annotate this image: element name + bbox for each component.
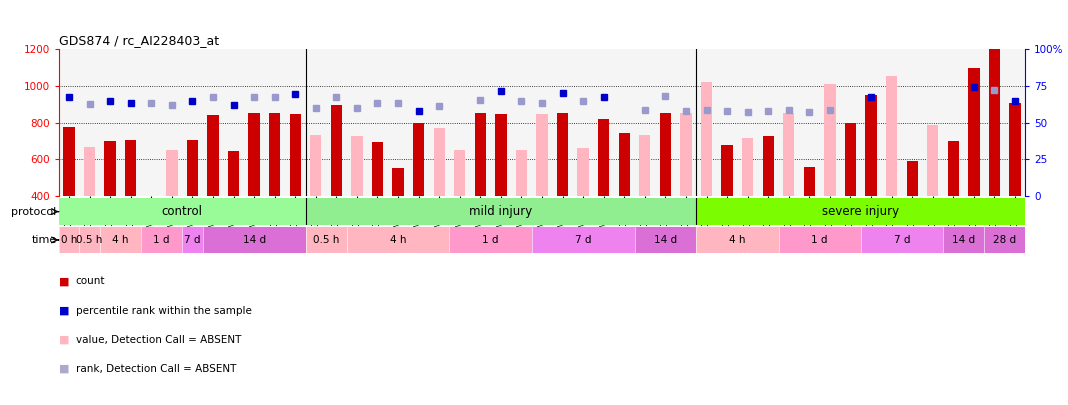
- Bar: [763, 136, 774, 196]
- Text: 7 d: 7 d: [575, 235, 592, 245]
- Text: count: count: [76, 277, 106, 286]
- Text: 0 h: 0 h: [61, 235, 77, 245]
- Bar: [227, 151, 239, 196]
- Text: protocol: protocol: [12, 207, 57, 217]
- Bar: [556, 113, 568, 196]
- Text: percentile rank within the sample: percentile rank within the sample: [76, 306, 252, 315]
- Bar: [886, 76, 897, 196]
- Bar: [865, 95, 877, 196]
- Bar: [861, 227, 943, 253]
- Text: 0.5 h: 0.5 h: [77, 235, 103, 245]
- Bar: [660, 113, 671, 196]
- Bar: [578, 148, 588, 196]
- Bar: [639, 134, 650, 196]
- Text: value, Detection Call = ABSENT: value, Detection Call = ABSENT: [76, 335, 241, 345]
- Text: 4 h: 4 h: [112, 235, 128, 245]
- Bar: [63, 127, 75, 196]
- Bar: [634, 227, 696, 253]
- Bar: [532, 227, 634, 253]
- Bar: [372, 142, 383, 196]
- Bar: [450, 227, 532, 253]
- Text: ■: ■: [59, 335, 69, 345]
- Text: severe injury: severe injury: [822, 205, 899, 218]
- Bar: [907, 161, 917, 196]
- Text: 4 h: 4 h: [729, 235, 745, 245]
- Bar: [984, 227, 1025, 253]
- Bar: [969, 68, 979, 196]
- Text: ■: ■: [59, 306, 69, 315]
- Bar: [167, 150, 177, 196]
- Text: GDS874 / rc_AI228403_at: GDS874 / rc_AI228403_at: [59, 34, 219, 47]
- Bar: [392, 168, 404, 196]
- Bar: [516, 150, 528, 196]
- Bar: [305, 227, 347, 253]
- Bar: [824, 84, 835, 196]
- Bar: [207, 115, 219, 196]
- Bar: [927, 125, 939, 196]
- Text: control: control: [161, 205, 203, 218]
- Bar: [696, 227, 779, 253]
- Bar: [1009, 103, 1021, 196]
- Text: 7 d: 7 d: [894, 235, 910, 245]
- Bar: [183, 227, 203, 253]
- Bar: [203, 227, 305, 253]
- Bar: [105, 141, 115, 196]
- Bar: [413, 124, 424, 196]
- Text: ■: ■: [59, 364, 69, 374]
- Bar: [351, 136, 362, 196]
- Text: 1 d: 1 d: [812, 235, 828, 245]
- Bar: [989, 49, 1000, 196]
- Bar: [536, 114, 548, 196]
- Text: 4 h: 4 h: [390, 235, 406, 245]
- Text: rank, Detection Call = ABSENT: rank, Detection Call = ABSENT: [76, 364, 236, 374]
- Bar: [701, 82, 712, 196]
- Bar: [947, 141, 959, 196]
- Text: 14 d: 14 d: [242, 235, 266, 245]
- Text: 7 d: 7 d: [184, 235, 201, 245]
- Bar: [310, 135, 321, 196]
- Text: time: time: [31, 235, 57, 245]
- Text: 1 d: 1 d: [483, 235, 499, 245]
- Bar: [305, 198, 696, 225]
- Bar: [100, 227, 141, 253]
- Bar: [598, 119, 610, 196]
- Bar: [804, 167, 815, 196]
- Bar: [779, 227, 861, 253]
- Bar: [141, 227, 183, 253]
- Bar: [249, 113, 260, 196]
- Bar: [84, 147, 95, 196]
- Text: 14 d: 14 d: [952, 235, 975, 245]
- Text: 14 d: 14 d: [654, 235, 677, 245]
- Bar: [454, 150, 466, 196]
- Bar: [125, 140, 137, 196]
- Bar: [331, 105, 342, 196]
- Bar: [347, 227, 450, 253]
- Bar: [187, 140, 198, 196]
- Bar: [943, 227, 984, 253]
- Bar: [618, 133, 630, 196]
- Bar: [289, 114, 301, 196]
- Text: mild injury: mild injury: [469, 205, 533, 218]
- Bar: [783, 113, 795, 196]
- Bar: [474, 113, 486, 196]
- Text: 28 d: 28 d: [993, 235, 1017, 245]
- Bar: [79, 227, 100, 253]
- Bar: [696, 198, 1025, 225]
- Bar: [496, 114, 506, 196]
- Bar: [742, 138, 753, 196]
- Bar: [680, 113, 692, 196]
- Bar: [269, 113, 280, 196]
- Text: 1 d: 1 d: [154, 235, 170, 245]
- Bar: [845, 123, 857, 196]
- Bar: [434, 128, 445, 196]
- Bar: [722, 145, 733, 196]
- Text: ■: ■: [59, 277, 69, 286]
- Bar: [59, 198, 305, 225]
- Text: 0.5 h: 0.5 h: [313, 235, 340, 245]
- Bar: [59, 227, 79, 253]
